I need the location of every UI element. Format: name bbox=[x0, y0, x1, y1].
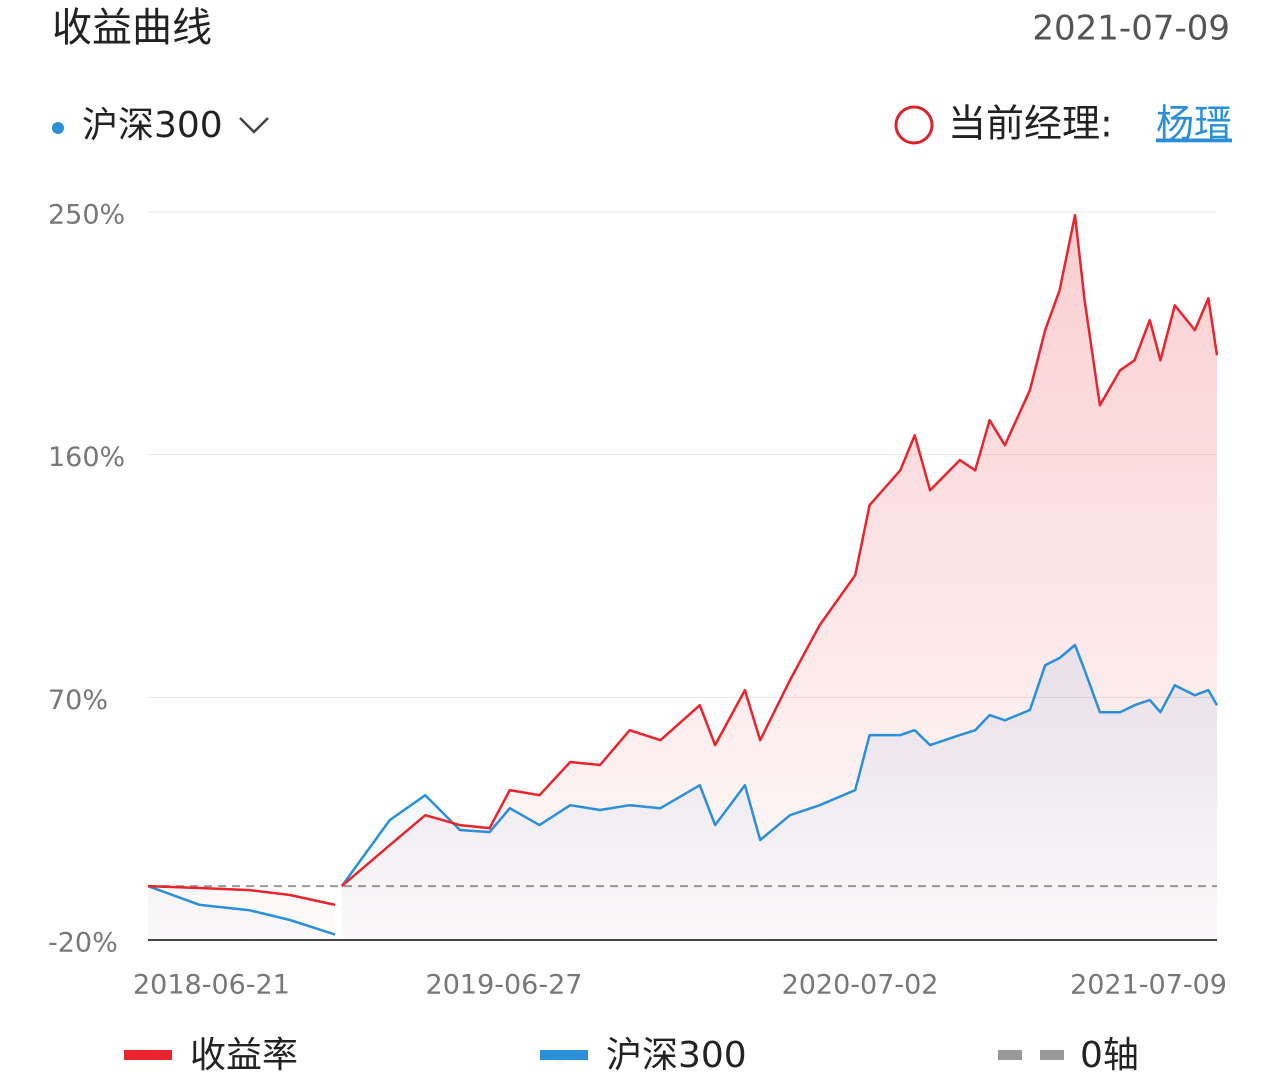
x-tick-label: 2019-06-27 bbox=[426, 970, 583, 1001]
x-tick-label: 2020-07-02 bbox=[782, 970, 939, 1001]
y-tick-label: 70% bbox=[48, 685, 108, 716]
legend-swatch bbox=[540, 1050, 588, 1060]
x-tick-label: 2018-06-21 bbox=[133, 970, 290, 1001]
line bbox=[147, 643, 1219, 936]
legend-label: 沪深300 bbox=[606, 1035, 747, 1076]
y-tick-label: 160% bbox=[48, 442, 125, 473]
legend-swatch bbox=[998, 1050, 1022, 1060]
y-tick-label: -20% bbox=[48, 928, 118, 959]
y-tick-label: 250% bbox=[48, 200, 125, 231]
manager-label: 当前经理: bbox=[948, 102, 1113, 146]
legend-swatch bbox=[124, 1050, 172, 1060]
legend-swatch bbox=[1040, 1050, 1064, 1060]
legend-label: 收益率 bbox=[190, 1035, 298, 1076]
title: 收益曲线 bbox=[52, 5, 212, 51]
benchmark-select[interactable]: 沪深300 bbox=[82, 105, 223, 146]
area bbox=[148, 645, 1217, 940]
line bbox=[147, 213, 1219, 907]
manager-icon bbox=[894, 105, 934, 145]
date: 2021-07-09 bbox=[1032, 9, 1230, 49]
manager-name[interactable]: 杨瑨 bbox=[1156, 102, 1232, 146]
benchmark-dot bbox=[52, 122, 64, 134]
x-tick-label: 2021-07-09 bbox=[1070, 970, 1227, 1001]
chevron[interactable] bbox=[239, 117, 269, 134]
plot: -20% 70% 160% 250% 2018-06-21 2019-06-27 2020-… bbox=[48, 200, 1227, 1077]
legend-label: 0轴 bbox=[1080, 1035, 1139, 1076]
